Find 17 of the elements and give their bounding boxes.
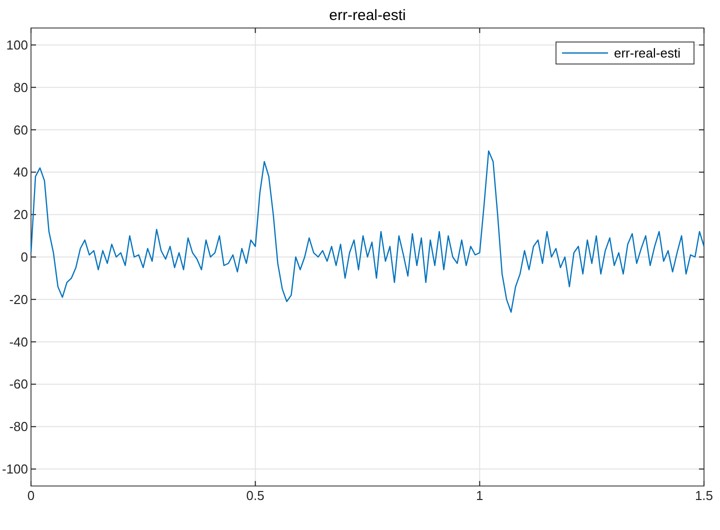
- y-tick-label: -20: [9, 292, 28, 307]
- y-tick-label: 80: [14, 80, 28, 95]
- chart-title: err-real-esti: [329, 7, 406, 24]
- y-tick-label: -80: [9, 419, 28, 434]
- x-tick-label: 0.5: [246, 488, 264, 503]
- y-tick-label: 100: [6, 37, 28, 52]
- line-series: [30, 150, 705, 313]
- x-tick-label: 1.5: [694, 488, 714, 503]
- y-tick-label: -40: [9, 334, 28, 350]
- y-tick-label: 60: [14, 122, 28, 138]
- y-tick-label: 0: [20, 250, 28, 264]
- y-tick-label: -60: [9, 376, 28, 392]
- legend-label: err-real-esti: [614, 46, 681, 60]
- y-tick-label: 40: [14, 164, 28, 180]
- x-tick-label: 1: [476, 488, 484, 503]
- y-tick-label: 20: [14, 207, 28, 222]
- y-tick-label: -100: [2, 462, 28, 477]
